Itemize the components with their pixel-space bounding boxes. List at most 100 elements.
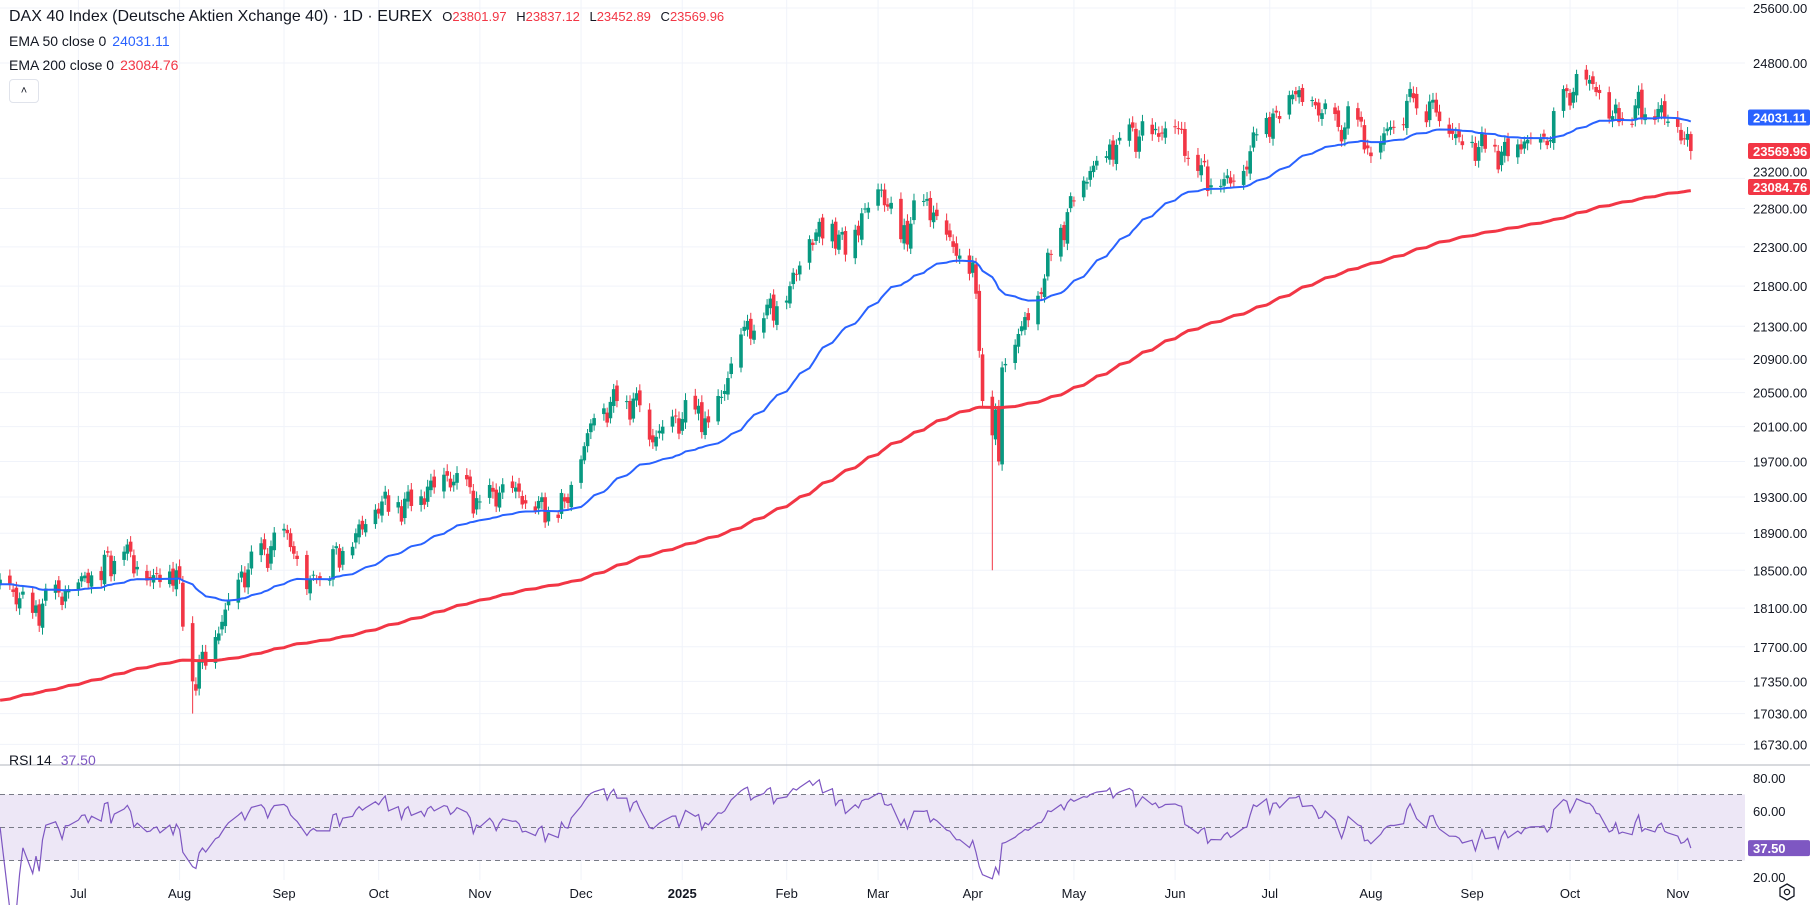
candle-body [262, 539, 267, 550]
candle-body [1016, 333, 1021, 347]
candle-body [60, 596, 64, 605]
candle-body [1199, 165, 1204, 176]
candle-body [1613, 104, 1618, 114]
candle-body [1117, 137, 1122, 141]
gear-icon[interactable] [1778, 883, 1796, 901]
candle-body [406, 491, 410, 502]
candle-body [843, 230, 848, 255]
candle-body [1294, 91, 1298, 95]
candle-body [680, 418, 685, 431]
candle-body [791, 272, 796, 285]
candle-body [1130, 122, 1135, 128]
open-label: O [442, 9, 453, 24]
candle-body [543, 497, 547, 523]
candle-body [1264, 117, 1269, 135]
symbol-title[interactable]: DAX 40 Index (Deutsche Aktien Xchange 40… [9, 8, 433, 25]
candle-body [1561, 89, 1566, 111]
price-tick-label: 25600.00 [1753, 1, 1807, 16]
candle-body [670, 416, 675, 427]
candle-body [1140, 121, 1145, 136]
candle-body [559, 492, 564, 514]
ema200-price-label-box [1748, 179, 1810, 196]
candle-body [830, 223, 835, 242]
candle-body [948, 230, 952, 238]
candle-body [1225, 175, 1230, 179]
candle-body [363, 524, 368, 533]
candle-body [1545, 140, 1549, 146]
candle-body [1346, 106, 1350, 129]
candle-body [76, 582, 81, 590]
candle-body [135, 566, 139, 570]
candle-body [1633, 105, 1638, 121]
candle-body [677, 418, 681, 434]
close-value: 23569.96 [669, 9, 725, 24]
candle-body [1431, 99, 1435, 103]
ema200-legend[interactable]: EMA 200 close 0 23084.76 [9, 57, 178, 73]
candle-body [863, 208, 867, 210]
time-tick-label: Oct [369, 886, 390, 901]
candle-body [1662, 101, 1667, 119]
candle-body [99, 571, 104, 581]
candle-body [1248, 151, 1252, 174]
candle-body [500, 484, 505, 493]
price-tick-label: 23200.00 [1753, 164, 1807, 179]
candle-body [608, 401, 613, 419]
candle-body [768, 298, 773, 309]
rsi-legend[interactable]: RSI 14 37.50 [9, 752, 96, 768]
time-tick-label: Jul [70, 886, 87, 901]
candle-body [579, 459, 583, 483]
candle-body [605, 412, 609, 423]
candle-body [1232, 180, 1236, 182]
collapse-legend-button[interactable]: ˄ [9, 79, 39, 103]
candle-body [634, 393, 639, 401]
rsi-band [0, 794, 1745, 861]
candle-body [1251, 132, 1256, 148]
chevron-up-icon: ˄ [20, 85, 28, 97]
candle-body [1108, 144, 1112, 160]
candle-body [556, 514, 561, 518]
candle-body [128, 541, 133, 552]
candle-body [510, 481, 515, 489]
candle-body [1522, 141, 1527, 149]
candle-body [497, 492, 502, 508]
candle-body [1039, 292, 1044, 295]
candle-body [8, 575, 12, 586]
candle-body [1205, 166, 1210, 191]
candle-body [1617, 108, 1621, 123]
candle-body [840, 231, 844, 235]
candle-body [1675, 117, 1680, 127]
candle-body [318, 576, 322, 580]
ema50-legend[interactable]: EMA 50 close 0 24031.11 [9, 33, 170, 49]
candle-body [602, 408, 606, 415]
time-tick-label: Aug [168, 886, 191, 901]
candle-body [1271, 113, 1275, 139]
candle-body [213, 637, 218, 663]
candle-body [1062, 225, 1066, 241]
candle-body [174, 570, 179, 590]
candle-body [1065, 212, 1070, 244]
candle-body [762, 318, 766, 333]
candle-body [340, 551, 345, 565]
candle-body [11, 589, 15, 592]
candle-body [1473, 143, 1478, 161]
candle-body [935, 209, 939, 217]
candle-body [1434, 99, 1439, 113]
candle-body [0, 579, 2, 586]
candle-body [1630, 123, 1634, 125]
candle-body [631, 398, 636, 419]
candle-body [272, 532, 277, 551]
price-tick-label: 21800.00 [1753, 279, 1807, 294]
candle-body [886, 204, 890, 207]
candle-body [334, 546, 339, 549]
candle-body [243, 572, 247, 588]
candle-body [1591, 76, 1595, 85]
ema50-label: EMA 50 close 0 [9, 33, 107, 49]
candle-body [719, 396, 724, 398]
candle-body [967, 255, 972, 274]
rsi-line-group [0, 778, 1692, 905]
candle-body [1643, 114, 1647, 121]
candle-body [1343, 127, 1347, 140]
candle-body [784, 300, 789, 303]
